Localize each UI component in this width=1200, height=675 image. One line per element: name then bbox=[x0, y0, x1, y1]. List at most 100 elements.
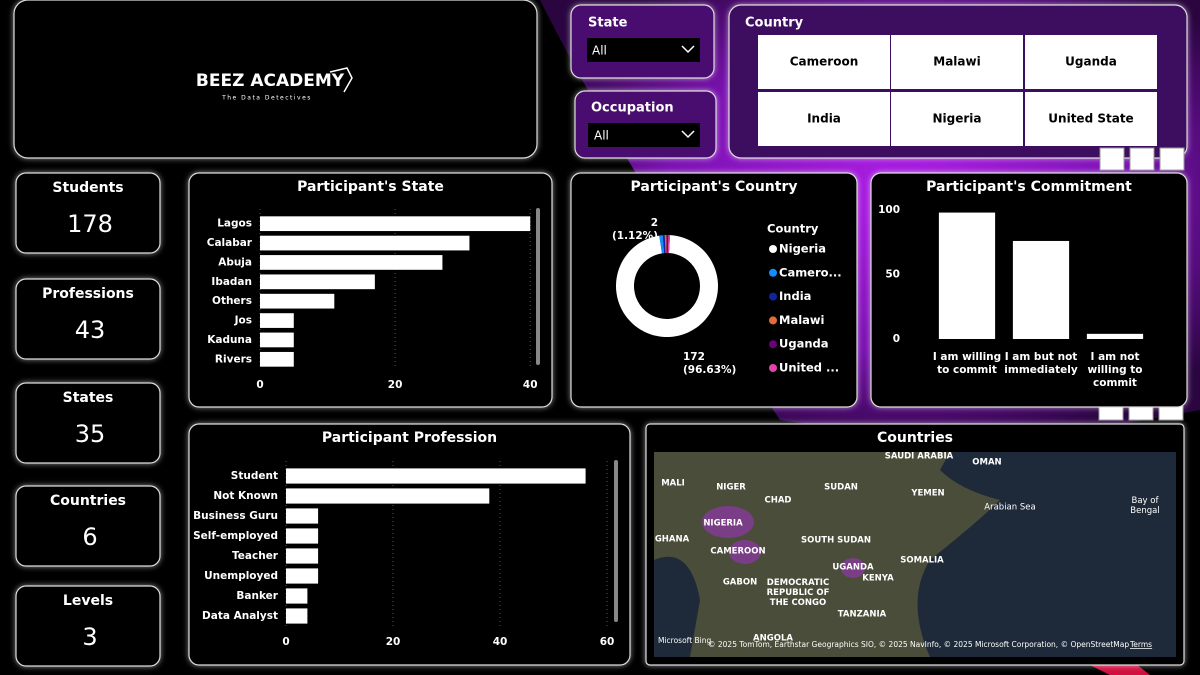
legend-marker bbox=[769, 245, 777, 253]
kpi-card bbox=[15, 278, 161, 360]
donut-slice bbox=[667, 235, 671, 254]
logo-tagline: The Data Detectives bbox=[221, 95, 312, 102]
legend-label: Nigeria bbox=[779, 242, 826, 256]
country-option[interactable]: Malawi bbox=[933, 55, 980, 69]
x-tick-label-box: I am willing to commit bbox=[933, 351, 1001, 376]
map-label: UGANDA bbox=[832, 563, 874, 573]
y-tick-label: Others bbox=[212, 295, 252, 307]
y-tick-label: Ibadan bbox=[211, 276, 252, 288]
donut-slice bbox=[662, 235, 666, 254]
x-tick-label-box: I am but not immediately bbox=[1004, 351, 1078, 376]
dropdown-chevron[interactable] bbox=[681, 45, 695, 54]
kpi-value: 3 bbox=[82, 623, 97, 651]
country-option[interactable]: Uganda bbox=[1065, 55, 1117, 69]
kpi-card bbox=[15, 172, 161, 254]
kpi-value: 178 bbox=[67, 210, 113, 238]
dropdown[interactable] bbox=[588, 123, 700, 147]
map-label: NIGERIA bbox=[703, 519, 743, 529]
legend-label: Uganda bbox=[779, 337, 829, 351]
map-label: NIGER bbox=[716, 483, 746, 493]
country-option[interactable]: India bbox=[807, 112, 841, 126]
map-label: DEMOCRATIC REPUBLIC OF THE CONGO bbox=[766, 578, 830, 608]
kpi-card bbox=[15, 585, 161, 667]
map-highlight bbox=[702, 506, 754, 538]
x-tick-label: 60 bbox=[600, 636, 615, 648]
slicer-title: State bbox=[588, 16, 628, 31]
map-label: Arabian Sea bbox=[984, 503, 1035, 513]
country-option[interactable]: Nigeria bbox=[932, 112, 981, 126]
map-label: ANGOLA bbox=[753, 634, 793, 644]
y-tick-label: Unemployed bbox=[204, 570, 278, 582]
kpi-label: Professions bbox=[42, 286, 134, 302]
x-tick-label: I am not willing to commit bbox=[1087, 351, 1143, 389]
data-label-box: 172 (96.63%) bbox=[683, 351, 736, 376]
bar bbox=[286, 508, 319, 524]
chart-title: Participant's Country bbox=[631, 179, 798, 195]
map-label: GHANA bbox=[655, 535, 690, 545]
donut-slice bbox=[616, 235, 719, 338]
bar bbox=[286, 488, 490, 504]
logo-card bbox=[13, 0, 538, 159]
country-tile[interactable] bbox=[891, 35, 1023, 89]
bar bbox=[938, 212, 996, 339]
map-terms[interactable]: Terms bbox=[1129, 640, 1152, 649]
y-tick-label: Teacher bbox=[232, 550, 279, 562]
y-tick-label: Self-employed bbox=[193, 530, 278, 542]
dropdown-value[interactable]: All bbox=[592, 44, 607, 58]
country-tile[interactable] bbox=[1025, 92, 1157, 146]
dropdown-chevron[interactable] bbox=[681, 130, 695, 139]
map-brand: Microsoft Bing bbox=[658, 636, 711, 645]
country-tile[interactable] bbox=[758, 92, 890, 146]
country-option[interactable]: Cameroon bbox=[790, 55, 859, 69]
data-label-box: 2 (1.12%) bbox=[612, 217, 658, 242]
scrollbar[interactable] bbox=[614, 460, 618, 622]
donut-slice bbox=[664, 235, 667, 254]
kpi-label: Students bbox=[52, 180, 123, 196]
map-label-box: Bay of Bengal bbox=[1130, 496, 1159, 516]
y-tick-label: Banker bbox=[236, 590, 278, 602]
dropdown[interactable] bbox=[587, 38, 700, 62]
map-title: Countries bbox=[877, 430, 953, 446]
dropdown-value[interactable]: All bbox=[594, 129, 609, 143]
x-tick-label: 40 bbox=[523, 379, 538, 391]
visual-header-button[interactable] bbox=[1129, 147, 1155, 171]
map-sea bbox=[654, 556, 700, 657]
bar bbox=[260, 235, 470, 251]
y-tick-label: Calabar bbox=[207, 237, 253, 249]
map-sea bbox=[917, 452, 1176, 657]
legend-marker bbox=[769, 364, 777, 372]
bar bbox=[260, 255, 443, 270]
kpi-label: Countries bbox=[50, 493, 126, 509]
bar bbox=[260, 313, 294, 328]
map-label: CHAD bbox=[765, 496, 792, 506]
map-label: YEMEN bbox=[910, 489, 944, 499]
x-tick-label-box: I am not willing to commit bbox=[1087, 351, 1143, 389]
x-tick-label: 0 bbox=[282, 636, 289, 648]
x-tick-label: I am but not immediately bbox=[1004, 351, 1078, 376]
donut-slice bbox=[659, 235, 665, 254]
legend-label: India bbox=[779, 289, 811, 303]
country-option[interactable]: United State bbox=[1048, 112, 1133, 126]
visual-header-button[interactable] bbox=[1099, 147, 1125, 171]
visual-header-button[interactable] bbox=[1159, 147, 1185, 171]
y-tick-label: Not Known bbox=[213, 490, 278, 502]
chart-card bbox=[188, 172, 553, 408]
legend-marker bbox=[769, 268, 777, 277]
country-tile[interactable] bbox=[891, 92, 1023, 146]
logo-title: BEEZ ACADEMY bbox=[196, 71, 345, 91]
map-label: KENYA bbox=[862, 574, 894, 584]
y-tick-label: Lagos bbox=[217, 218, 252, 230]
chart-title: Participant Profession bbox=[322, 430, 497, 446]
map-label: TANZANIA bbox=[838, 610, 887, 620]
scrollbar[interactable] bbox=[536, 208, 540, 365]
legend-marker bbox=[769, 316, 777, 325]
bar bbox=[1086, 333, 1144, 339]
bar bbox=[260, 216, 531, 232]
country-tile[interactable] bbox=[758, 35, 890, 89]
map-label: OMAN bbox=[972, 458, 1001, 468]
y-tick-label: Data Analyst bbox=[202, 610, 278, 622]
kpi-card bbox=[15, 485, 161, 567]
country-tile[interactable] bbox=[1025, 35, 1157, 89]
kpi-value: 35 bbox=[75, 420, 106, 448]
map-label: SUDAN bbox=[824, 483, 858, 493]
